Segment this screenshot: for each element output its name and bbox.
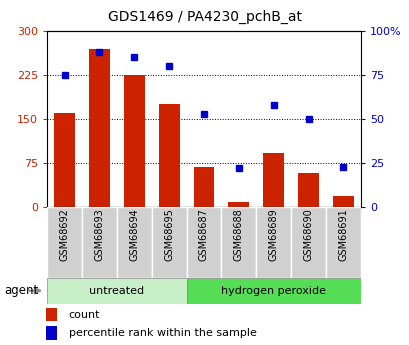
Text: agent: agent — [4, 284, 38, 297]
Bar — [290, 207, 325, 278]
Text: GSM68688: GSM68688 — [233, 208, 243, 261]
Bar — [82, 207, 117, 278]
Bar — [117, 207, 151, 278]
Text: GSM68689: GSM68689 — [268, 208, 278, 261]
Bar — [45, 326, 57, 340]
Bar — [151, 207, 186, 278]
Text: GDS1469 / PA4230_pchB_at: GDS1469 / PA4230_pchB_at — [108, 10, 301, 24]
Text: GSM68690: GSM68690 — [303, 208, 313, 261]
Bar — [228, 202, 249, 207]
Text: GSM68694: GSM68694 — [129, 208, 139, 261]
Text: GSM68693: GSM68693 — [94, 208, 104, 261]
Bar — [297, 173, 318, 207]
Text: count: count — [68, 310, 100, 320]
Bar — [186, 207, 221, 278]
Text: GSM68691: GSM68691 — [337, 208, 348, 261]
Bar — [45, 308, 57, 322]
Text: GSM68692: GSM68692 — [59, 208, 70, 261]
Text: hydrogen peroxide: hydrogen peroxide — [220, 286, 326, 296]
Bar — [221, 207, 256, 278]
Bar — [158, 104, 179, 207]
Bar — [54, 113, 75, 207]
Bar — [89, 49, 110, 207]
Bar — [256, 207, 290, 278]
Bar — [193, 167, 214, 207]
Bar — [124, 75, 144, 207]
Bar — [332, 196, 353, 207]
Bar — [47, 207, 82, 278]
Text: GSM68687: GSM68687 — [198, 208, 209, 261]
Bar — [325, 207, 360, 278]
Text: untreated: untreated — [89, 286, 144, 296]
Bar — [47, 278, 186, 304]
Bar — [263, 153, 283, 207]
Text: percentile rank within the sample: percentile rank within the sample — [68, 328, 256, 338]
Bar — [186, 278, 360, 304]
Text: GSM68695: GSM68695 — [164, 208, 174, 261]
